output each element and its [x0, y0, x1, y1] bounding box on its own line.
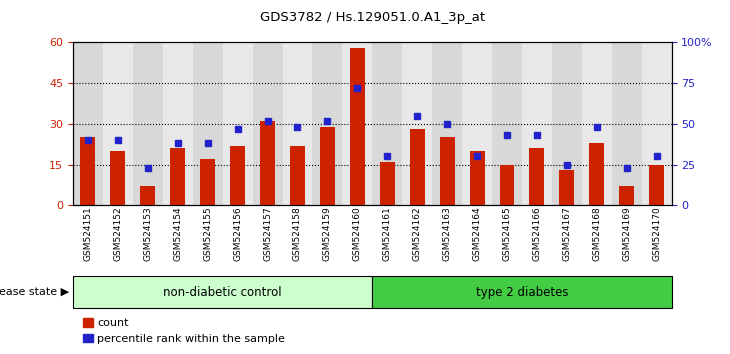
Bar [372, 276, 672, 308]
Text: type 2 diabetes: type 2 diabetes [476, 286, 568, 298]
Bar [230, 145, 245, 205]
Bar [350, 48, 365, 205]
Bar [619, 186, 634, 205]
Bar [312, 42, 342, 205]
Bar [200, 159, 215, 205]
Bar [320, 127, 335, 205]
Bar [283, 42, 312, 205]
Bar [432, 42, 462, 205]
Bar [582, 42, 612, 205]
Bar [469, 151, 485, 205]
Bar [372, 42, 402, 205]
Bar [253, 42, 283, 205]
Bar [589, 143, 604, 205]
Bar [492, 42, 522, 205]
Legend: count, percentile rank within the sample: count, percentile rank within the sample [79, 314, 290, 348]
Bar [342, 42, 372, 205]
Bar [140, 186, 155, 205]
Bar [80, 137, 96, 205]
Bar [170, 148, 185, 205]
Bar [223, 42, 253, 205]
Bar [103, 42, 133, 205]
Bar [649, 165, 664, 205]
Bar [642, 42, 672, 205]
Bar [559, 170, 575, 205]
Bar [110, 151, 126, 205]
Text: non-diabetic control: non-diabetic control [164, 286, 282, 298]
Bar [163, 42, 193, 205]
Bar [462, 42, 492, 205]
Bar [260, 121, 275, 205]
Text: disease state ▶: disease state ▶ [0, 287, 69, 297]
Bar [612, 42, 642, 205]
Text: GDS3782 / Hs.129051.0.A1_3p_at: GDS3782 / Hs.129051.0.A1_3p_at [260, 11, 485, 24]
Bar [410, 129, 425, 205]
Bar [402, 42, 432, 205]
Bar [380, 162, 395, 205]
Bar [193, 42, 223, 205]
Bar [439, 137, 455, 205]
Bar [133, 42, 163, 205]
Bar [73, 276, 372, 308]
Bar [73, 42, 103, 205]
Bar [290, 145, 305, 205]
Bar [552, 42, 582, 205]
Bar [529, 148, 545, 205]
Bar [499, 165, 515, 205]
Bar [522, 42, 552, 205]
